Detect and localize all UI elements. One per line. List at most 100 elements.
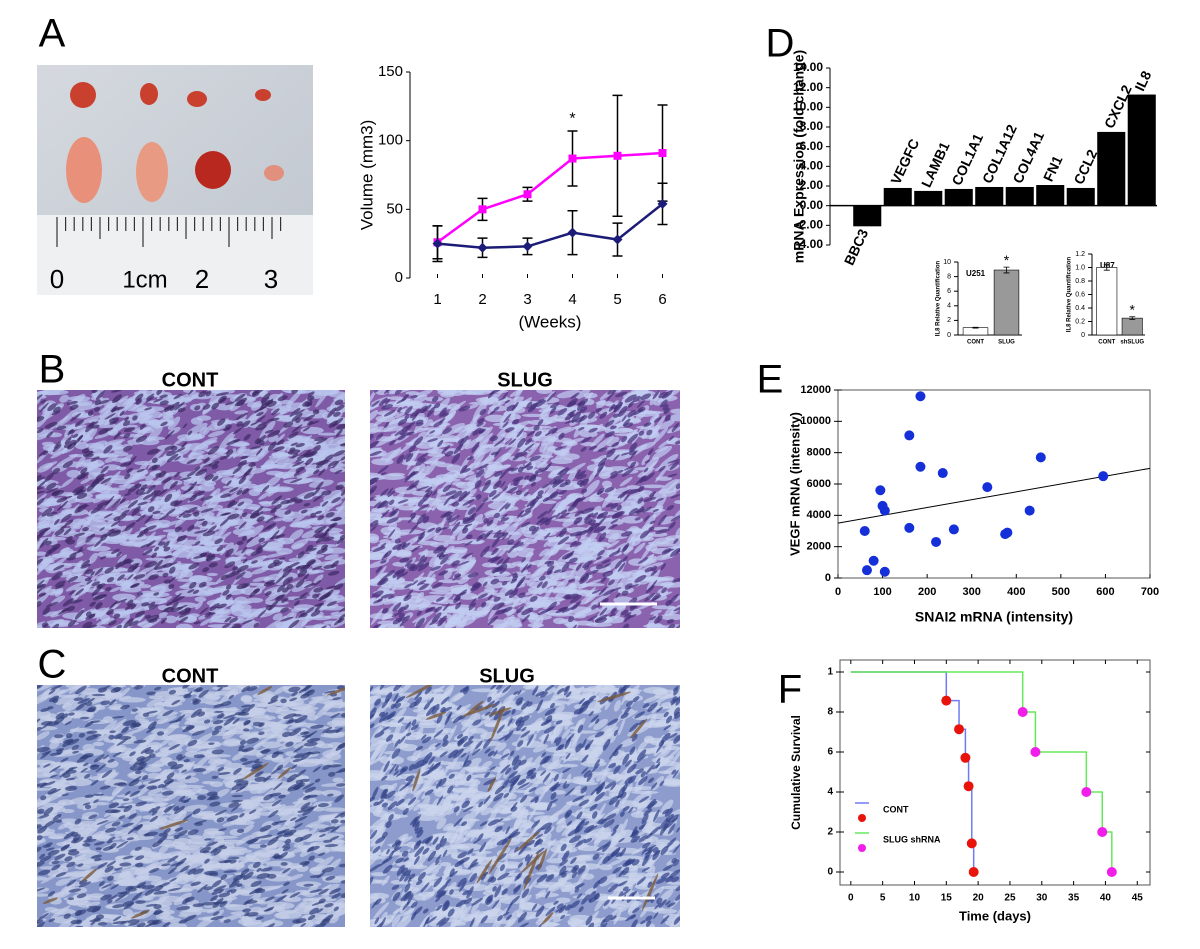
nucleus	[338, 863, 345, 868]
cell	[60, 818, 79, 824]
nucleus	[168, 584, 175, 590]
cell	[182, 772, 197, 778]
nucleus	[116, 624, 122, 628]
cell	[324, 554, 339, 561]
nucleus	[242, 559, 248, 564]
nucleus	[283, 881, 290, 886]
nucleus	[194, 466, 201, 472]
nucleus	[534, 431, 542, 437]
nucleus	[184, 914, 197, 922]
nucleus	[339, 819, 345, 824]
nucleus	[38, 814, 50, 819]
nucleus	[582, 560, 593, 569]
nucleus	[111, 821, 121, 827]
nucleus	[213, 885, 227, 892]
nucleus	[234, 397, 248, 407]
cell	[435, 521, 446, 528]
cell	[260, 463, 279, 470]
nucleus	[64, 721, 72, 726]
cell	[444, 410, 457, 423]
panel-label: F	[778, 668, 802, 712]
cell	[370, 500, 382, 507]
cell	[222, 484, 236, 489]
nucleus	[381, 404, 394, 410]
nucleus	[47, 787, 57, 795]
nucleus	[170, 445, 178, 451]
nucleus	[210, 795, 220, 800]
nucleus	[41, 507, 53, 517]
cell	[446, 610, 465, 628]
cell	[106, 743, 120, 752]
nucleus	[193, 511, 200, 517]
nucleus	[588, 427, 598, 433]
nucleus	[211, 749, 224, 755]
cell	[207, 390, 233, 395]
cell	[141, 534, 167, 544]
cell	[291, 581, 312, 593]
nucleus	[493, 439, 505, 447]
nucleus	[565, 593, 579, 600]
nucleus	[523, 491, 529, 497]
nucleus	[160, 863, 171, 867]
nucleus	[512, 476, 524, 482]
nucleus	[455, 602, 462, 610]
nucleus	[111, 548, 120, 555]
cell	[662, 538, 673, 544]
nucleus	[598, 586, 607, 596]
nucleus	[304, 450, 318, 458]
cell	[445, 473, 459, 483]
cell	[322, 789, 342, 797]
cell	[460, 439, 472, 451]
nucleus	[300, 612, 308, 618]
cell	[245, 515, 258, 530]
nucleus	[616, 505, 622, 511]
cell	[94, 431, 113, 439]
nucleus	[37, 394, 43, 401]
tumor-photo: 0 1cm 2 3	[37, 65, 313, 295]
nucleus	[257, 547, 263, 554]
cell	[459, 583, 469, 594]
nucleus	[528, 525, 537, 532]
cell	[581, 550, 599, 561]
nucleus	[133, 685, 143, 689]
nucleus	[332, 460, 340, 469]
nucleus	[86, 579, 93, 585]
nucleus	[222, 589, 230, 596]
cell	[553, 578, 569, 594]
nucleus	[95, 473, 105, 481]
cell	[135, 412, 151, 420]
nucleus	[147, 506, 155, 513]
nucleus	[533, 425, 540, 431]
nucleus	[56, 505, 64, 512]
nucleus	[253, 622, 260, 628]
cell	[248, 844, 265, 849]
nucleus	[223, 716, 235, 726]
nucleus	[580, 446, 587, 452]
nucleus	[320, 625, 327, 628]
nucleus	[415, 419, 424, 425]
nucleus	[516, 509, 525, 519]
cell	[201, 866, 213, 875]
cell	[220, 547, 227, 556]
nucleus	[292, 460, 305, 467]
nucleus	[73, 489, 86, 496]
nucleus	[138, 785, 145, 789]
nucleus	[404, 583, 413, 589]
nucleus	[148, 464, 161, 471]
ruler-label: 0	[50, 264, 64, 294]
nucleus	[637, 497, 644, 504]
nucleus	[163, 540, 170, 549]
nucleus	[280, 499, 291, 505]
nucleus	[500, 517, 510, 522]
nucleus	[178, 608, 191, 615]
nucleus	[572, 497, 581, 507]
cell	[417, 540, 439, 546]
nucleus	[649, 616, 657, 621]
nucleus	[218, 395, 227, 403]
nucleus	[241, 488, 249, 495]
cell	[633, 542, 646, 554]
cell	[96, 607, 110, 621]
nucleus	[228, 856, 240, 860]
nucleus	[281, 888, 289, 894]
nucleus	[507, 539, 515, 545]
